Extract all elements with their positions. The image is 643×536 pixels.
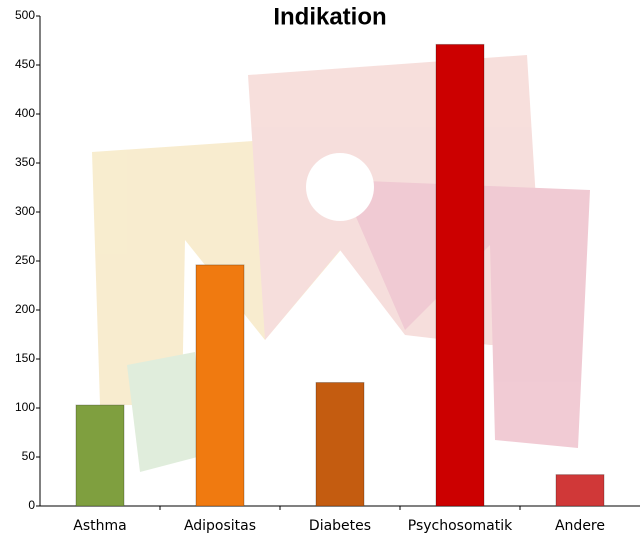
bar bbox=[195, 264, 245, 507]
y-tick-label: 250 bbox=[15, 253, 35, 267]
bar bbox=[315, 382, 365, 507]
chart-title: Indikation bbox=[273, 3, 386, 30]
deco-circle bbox=[306, 153, 374, 221]
y-tick-label: 500 bbox=[15, 8, 35, 22]
y-tick-label: 100 bbox=[15, 400, 35, 414]
y-tick-label: 0 bbox=[28, 498, 35, 512]
y-tick-label: 400 bbox=[15, 106, 35, 120]
x-tick-label: Andere bbox=[555, 518, 605, 534]
y-tick-label: 350 bbox=[15, 155, 35, 169]
y-tick-label: 300 bbox=[15, 204, 35, 218]
x-tick-label: Adipositas bbox=[184, 518, 256, 534]
bar bbox=[555, 474, 605, 507]
y-tick-label: 200 bbox=[15, 302, 35, 316]
x-tick-label: Asthma bbox=[73, 518, 126, 534]
y-tick-label: 150 bbox=[15, 351, 35, 365]
bar bbox=[75, 404, 125, 507]
x-tick-label: Diabetes bbox=[309, 518, 371, 534]
deco-shape bbox=[340, 180, 590, 448]
y-tick-label: 50 bbox=[22, 449, 36, 463]
x-tick-label: Psychosomatik bbox=[408, 518, 513, 534]
y-tick-label: 450 bbox=[15, 57, 35, 71]
bar bbox=[435, 43, 485, 507]
deco-shape bbox=[127, 352, 205, 472]
